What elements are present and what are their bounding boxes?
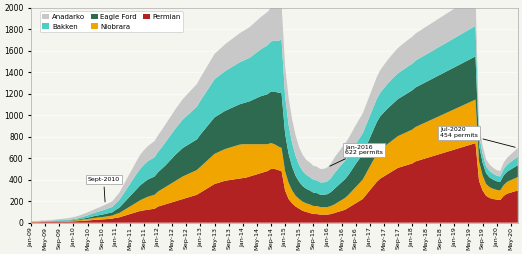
Legend: Anadarko, Bakken, Eagle Ford, Niobrara, Permian: Anadarko, Bakken, Eagle Ford, Niobrara, … bbox=[40, 11, 183, 32]
Text: Jul-2020
454 permits: Jul-2020 454 permits bbox=[440, 128, 515, 147]
Text: Jan-2016
622 permits: Jan-2016 622 permits bbox=[330, 145, 383, 166]
Text: Sept-2010: Sept-2010 bbox=[88, 177, 120, 202]
